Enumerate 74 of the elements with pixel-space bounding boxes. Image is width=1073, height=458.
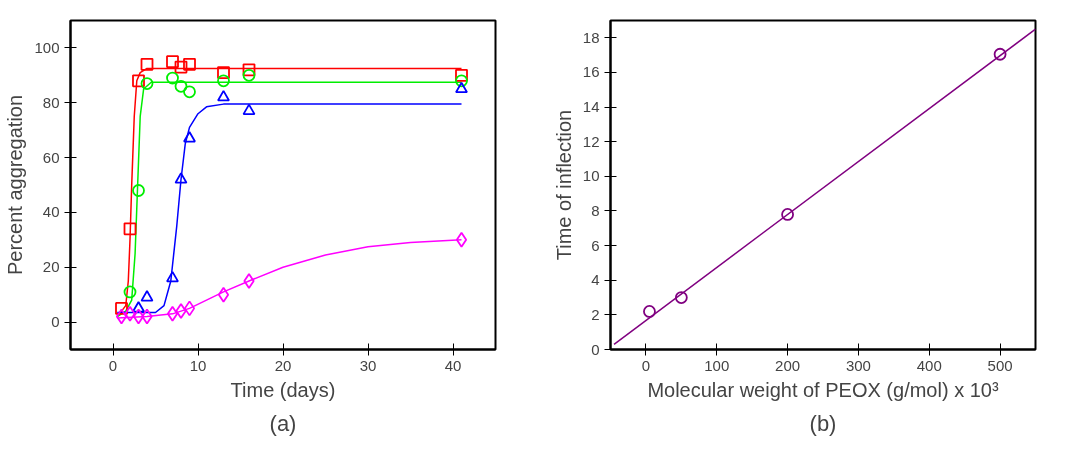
point	[174, 172, 188, 184]
point	[115, 301, 128, 315]
point	[132, 184, 145, 197]
point	[183, 300, 196, 317]
point	[242, 63, 256, 77]
y-tick-label: 4	[591, 271, 600, 289]
x-tick-label: 100	[704, 356, 730, 374]
point	[217, 90, 230, 102]
point	[132, 301, 145, 313]
y-axis-title: Time of inflection	[552, 109, 575, 261]
y-tick-label: 16	[582, 63, 600, 81]
point	[175, 303, 187, 320]
y-tick-label: 40	[42, 203, 60, 221]
y-tick-label: 60	[42, 148, 60, 166]
point	[455, 231, 468, 248]
y-axis-title: Percent aggregation	[4, 94, 27, 276]
point	[242, 103, 256, 116]
y-tick-label: 20	[42, 258, 60, 276]
point	[174, 79, 188, 93]
y-tick-label: 6	[591, 236, 600, 254]
x-tick-label: 200	[775, 356, 801, 374]
point	[183, 85, 196, 99]
x-axis-title: Molecular weight of PEOX (g/mol) x 10³	[647, 378, 999, 401]
y-tick-label: 0	[51, 313, 60, 331]
x-tick-label: 0	[641, 356, 651, 374]
point	[132, 308, 145, 325]
x-tick-label: 20	[274, 356, 292, 374]
point	[217, 286, 230, 303]
point	[140, 57, 154, 71]
x-tick-label: 400	[916, 356, 942, 374]
y-tick-label: 18	[582, 28, 600, 46]
point	[455, 68, 468, 82]
x-tick-label: 300	[845, 356, 871, 374]
point	[123, 285, 137, 299]
text: (a)	[269, 410, 297, 436]
x-tick-label: 40	[444, 356, 462, 374]
point	[140, 290, 154, 302]
x-tick-label: 10	[189, 356, 207, 374]
y-tick-label: 12	[582, 132, 600, 150]
text: (b)	[809, 410, 837, 436]
y-tick-label: 2	[591, 305, 600, 323]
point	[141, 308, 153, 325]
point	[674, 291, 688, 304]
point	[993, 47, 1007, 61]
point	[166, 270, 179, 283]
point	[781, 208, 794, 221]
x-tick-label: 30	[359, 356, 377, 374]
point	[217, 74, 230, 88]
point	[183, 57, 196, 71]
point	[242, 68, 256, 82]
y-tick-label: 80	[42, 93, 60, 111]
y-tick-label: 14	[582, 98, 600, 116]
y-tick-label: 0	[591, 340, 600, 358]
point	[166, 55, 179, 69]
point	[455, 74, 468, 88]
point	[643, 305, 656, 318]
point	[115, 308, 128, 325]
point	[166, 305, 179, 322]
point	[455, 81, 468, 94]
x-tick-label: 500	[987, 356, 1013, 374]
point	[132, 74, 145, 88]
x-tick-label: 0	[108, 356, 118, 374]
point	[140, 77, 154, 90]
y-tick-label: 100	[34, 38, 60, 56]
y-tick-label: 10	[582, 167, 600, 185]
x-axis-title: Time (days)	[230, 378, 336, 401]
point	[243, 273, 255, 289]
point	[183, 131, 196, 143]
point	[123, 222, 137, 236]
point	[174, 60, 188, 74]
y-tick-label: 8	[591, 201, 600, 219]
point	[217, 66, 230, 79]
point	[166, 71, 179, 85]
point	[124, 305, 136, 322]
